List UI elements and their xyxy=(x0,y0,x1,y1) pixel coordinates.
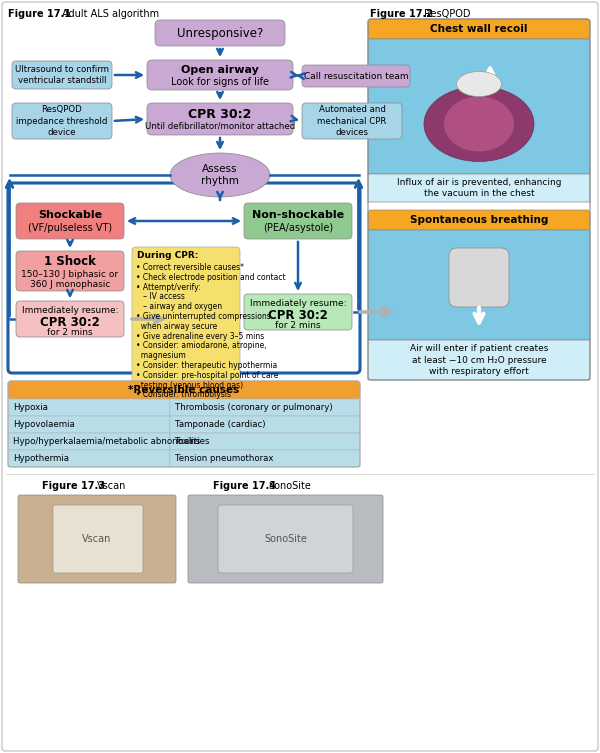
FancyBboxPatch shape xyxy=(368,230,590,340)
Text: 150–130 J biphasic or: 150–130 J biphasic or xyxy=(22,270,119,279)
Text: • Consider: therapeutic hypothermia: • Consider: therapeutic hypothermia xyxy=(136,361,277,370)
Text: (PEA/asystole): (PEA/asystole) xyxy=(263,223,333,233)
Text: • Attempt/verify:: • Attempt/verify: xyxy=(136,282,200,291)
Text: Non-shockable: Non-shockable xyxy=(252,210,344,220)
FancyBboxPatch shape xyxy=(8,450,170,467)
Text: ResQPOD: ResQPOD xyxy=(424,9,470,19)
Text: • Check electrode position and contact: • Check electrode position and contact xyxy=(136,273,286,282)
Text: SonoSite: SonoSite xyxy=(268,481,311,491)
Text: Chest wall recoil: Chest wall recoil xyxy=(430,24,528,34)
FancyBboxPatch shape xyxy=(368,19,590,39)
Text: – IV access: – IV access xyxy=(136,292,185,301)
Text: Hypothermia: Hypothermia xyxy=(13,454,69,463)
Text: Hypoxia: Hypoxia xyxy=(13,403,48,412)
Text: Vscan: Vscan xyxy=(97,481,127,491)
Text: Air will enter if patient creates
at least −10 cm H₂O pressure
with respiratory : Air will enter if patient creates at lea… xyxy=(410,343,548,376)
FancyBboxPatch shape xyxy=(244,203,352,239)
FancyBboxPatch shape xyxy=(16,203,124,239)
Text: Figure 17.1: Figure 17.1 xyxy=(8,9,71,19)
Text: for 2 mins: for 2 mins xyxy=(47,328,93,337)
Text: CPR 30:2: CPR 30:2 xyxy=(268,309,328,322)
Text: magnesium: magnesium xyxy=(136,351,186,360)
Text: testing (venous blood gas): testing (venous blood gas) xyxy=(136,380,243,389)
Text: • Consider: thrombolysis: • Consider: thrombolysis xyxy=(136,390,231,399)
Text: During CPR:: During CPR: xyxy=(137,251,199,260)
FancyBboxPatch shape xyxy=(147,60,293,90)
Text: *Reversible causes: *Reversible causes xyxy=(128,385,239,395)
FancyBboxPatch shape xyxy=(155,20,285,46)
Text: Hypovolaemia: Hypovolaemia xyxy=(13,420,75,429)
Text: Ultrasound to confirm
ventricular standstill: Ultrasound to confirm ventricular stands… xyxy=(15,65,109,85)
FancyBboxPatch shape xyxy=(8,399,170,416)
Text: – airway and oxygen: – airway and oxygen xyxy=(136,302,222,311)
Text: CPR 30:2: CPR 30:2 xyxy=(188,108,251,120)
FancyBboxPatch shape xyxy=(12,61,112,89)
Text: Hypo/hyperkalaemia/metabolic abnormalities: Hypo/hyperkalaemia/metabolic abnormaliti… xyxy=(13,437,209,446)
Text: Immediately resume:: Immediately resume: xyxy=(22,306,118,315)
FancyBboxPatch shape xyxy=(368,340,590,380)
Text: 1 Shock: 1 Shock xyxy=(44,255,96,267)
Text: Tension pneumothorax: Tension pneumothorax xyxy=(175,454,274,463)
FancyBboxPatch shape xyxy=(147,103,293,135)
Text: Automated and
mechanical CPR
devices: Automated and mechanical CPR devices xyxy=(317,105,386,136)
FancyBboxPatch shape xyxy=(368,174,590,202)
FancyBboxPatch shape xyxy=(8,381,360,399)
Text: ResQPOD
impedance threshold
device: ResQPOD impedance threshold device xyxy=(16,105,107,136)
Text: Figure 17.3: Figure 17.3 xyxy=(42,481,105,491)
FancyBboxPatch shape xyxy=(244,294,352,330)
Text: SonoSite: SonoSite xyxy=(264,534,307,544)
Text: 360 J monophasic: 360 J monophasic xyxy=(30,279,110,288)
Text: Shockable: Shockable xyxy=(38,210,102,220)
Text: (VF/pulseless VT): (VF/pulseless VT) xyxy=(28,223,112,233)
Ellipse shape xyxy=(457,72,502,96)
Text: Look for signs of life: Look for signs of life xyxy=(171,77,269,87)
Text: Until defibrillator/monitor attached: Until defibrillator/monitor attached xyxy=(145,121,295,130)
Text: Unresponsive?: Unresponsive? xyxy=(177,26,263,39)
FancyBboxPatch shape xyxy=(368,39,590,174)
FancyBboxPatch shape xyxy=(188,495,383,583)
FancyBboxPatch shape xyxy=(170,416,360,433)
FancyBboxPatch shape xyxy=(170,450,360,467)
Text: • Give adrenaline every 3–5 mins: • Give adrenaline every 3–5 mins xyxy=(136,331,264,340)
FancyBboxPatch shape xyxy=(16,251,124,291)
Text: Toxins: Toxins xyxy=(175,437,201,446)
Text: • Consider: pre-hospital point of care: • Consider: pre-hospital point of care xyxy=(136,370,278,380)
FancyBboxPatch shape xyxy=(12,103,112,139)
Text: Open airway: Open airway xyxy=(181,65,259,75)
Ellipse shape xyxy=(444,96,514,151)
FancyBboxPatch shape xyxy=(16,301,124,337)
FancyBboxPatch shape xyxy=(132,247,240,405)
Text: Immediately resume:: Immediately resume: xyxy=(250,298,346,307)
Text: Influx of air is prevented, enhancing
the vacuum in the chest: Influx of air is prevented, enhancing th… xyxy=(397,178,561,198)
Text: Vscan: Vscan xyxy=(82,534,112,544)
Text: • Correct reversible causes*: • Correct reversible causes* xyxy=(136,263,244,272)
FancyBboxPatch shape xyxy=(18,495,176,583)
FancyBboxPatch shape xyxy=(302,103,402,139)
Text: Call resuscitation team: Call resuscitation team xyxy=(304,72,409,81)
FancyBboxPatch shape xyxy=(218,505,353,573)
Text: Assess
rhythm: Assess rhythm xyxy=(201,164,239,186)
FancyBboxPatch shape xyxy=(8,433,170,450)
Text: • Give uninterrupted compressions: • Give uninterrupted compressions xyxy=(136,312,271,321)
Text: Thrombosis (coronary or pulmonary): Thrombosis (coronary or pulmonary) xyxy=(175,403,332,412)
FancyBboxPatch shape xyxy=(302,65,410,87)
Text: Spontaneous breathing: Spontaneous breathing xyxy=(410,215,548,225)
Text: Figure 17.4: Figure 17.4 xyxy=(213,481,276,491)
Text: Adult ALS algorithm: Adult ALS algorithm xyxy=(62,9,159,19)
FancyBboxPatch shape xyxy=(8,416,170,433)
Ellipse shape xyxy=(424,87,534,161)
Text: Figure 17.2: Figure 17.2 xyxy=(370,9,433,19)
Ellipse shape xyxy=(170,153,270,197)
Text: when airway secure: when airway secure xyxy=(136,322,217,331)
Text: CPR 30:2: CPR 30:2 xyxy=(40,316,100,328)
Text: for 2 mins: for 2 mins xyxy=(275,321,321,330)
FancyBboxPatch shape xyxy=(449,248,509,307)
Text: Tamponade (cardiac): Tamponade (cardiac) xyxy=(175,420,265,429)
Text: • Consider: amiodarone, atropine,: • Consider: amiodarone, atropine, xyxy=(136,341,266,350)
FancyBboxPatch shape xyxy=(170,433,360,450)
FancyBboxPatch shape xyxy=(53,505,143,573)
FancyBboxPatch shape xyxy=(170,399,360,416)
FancyBboxPatch shape xyxy=(368,210,590,230)
